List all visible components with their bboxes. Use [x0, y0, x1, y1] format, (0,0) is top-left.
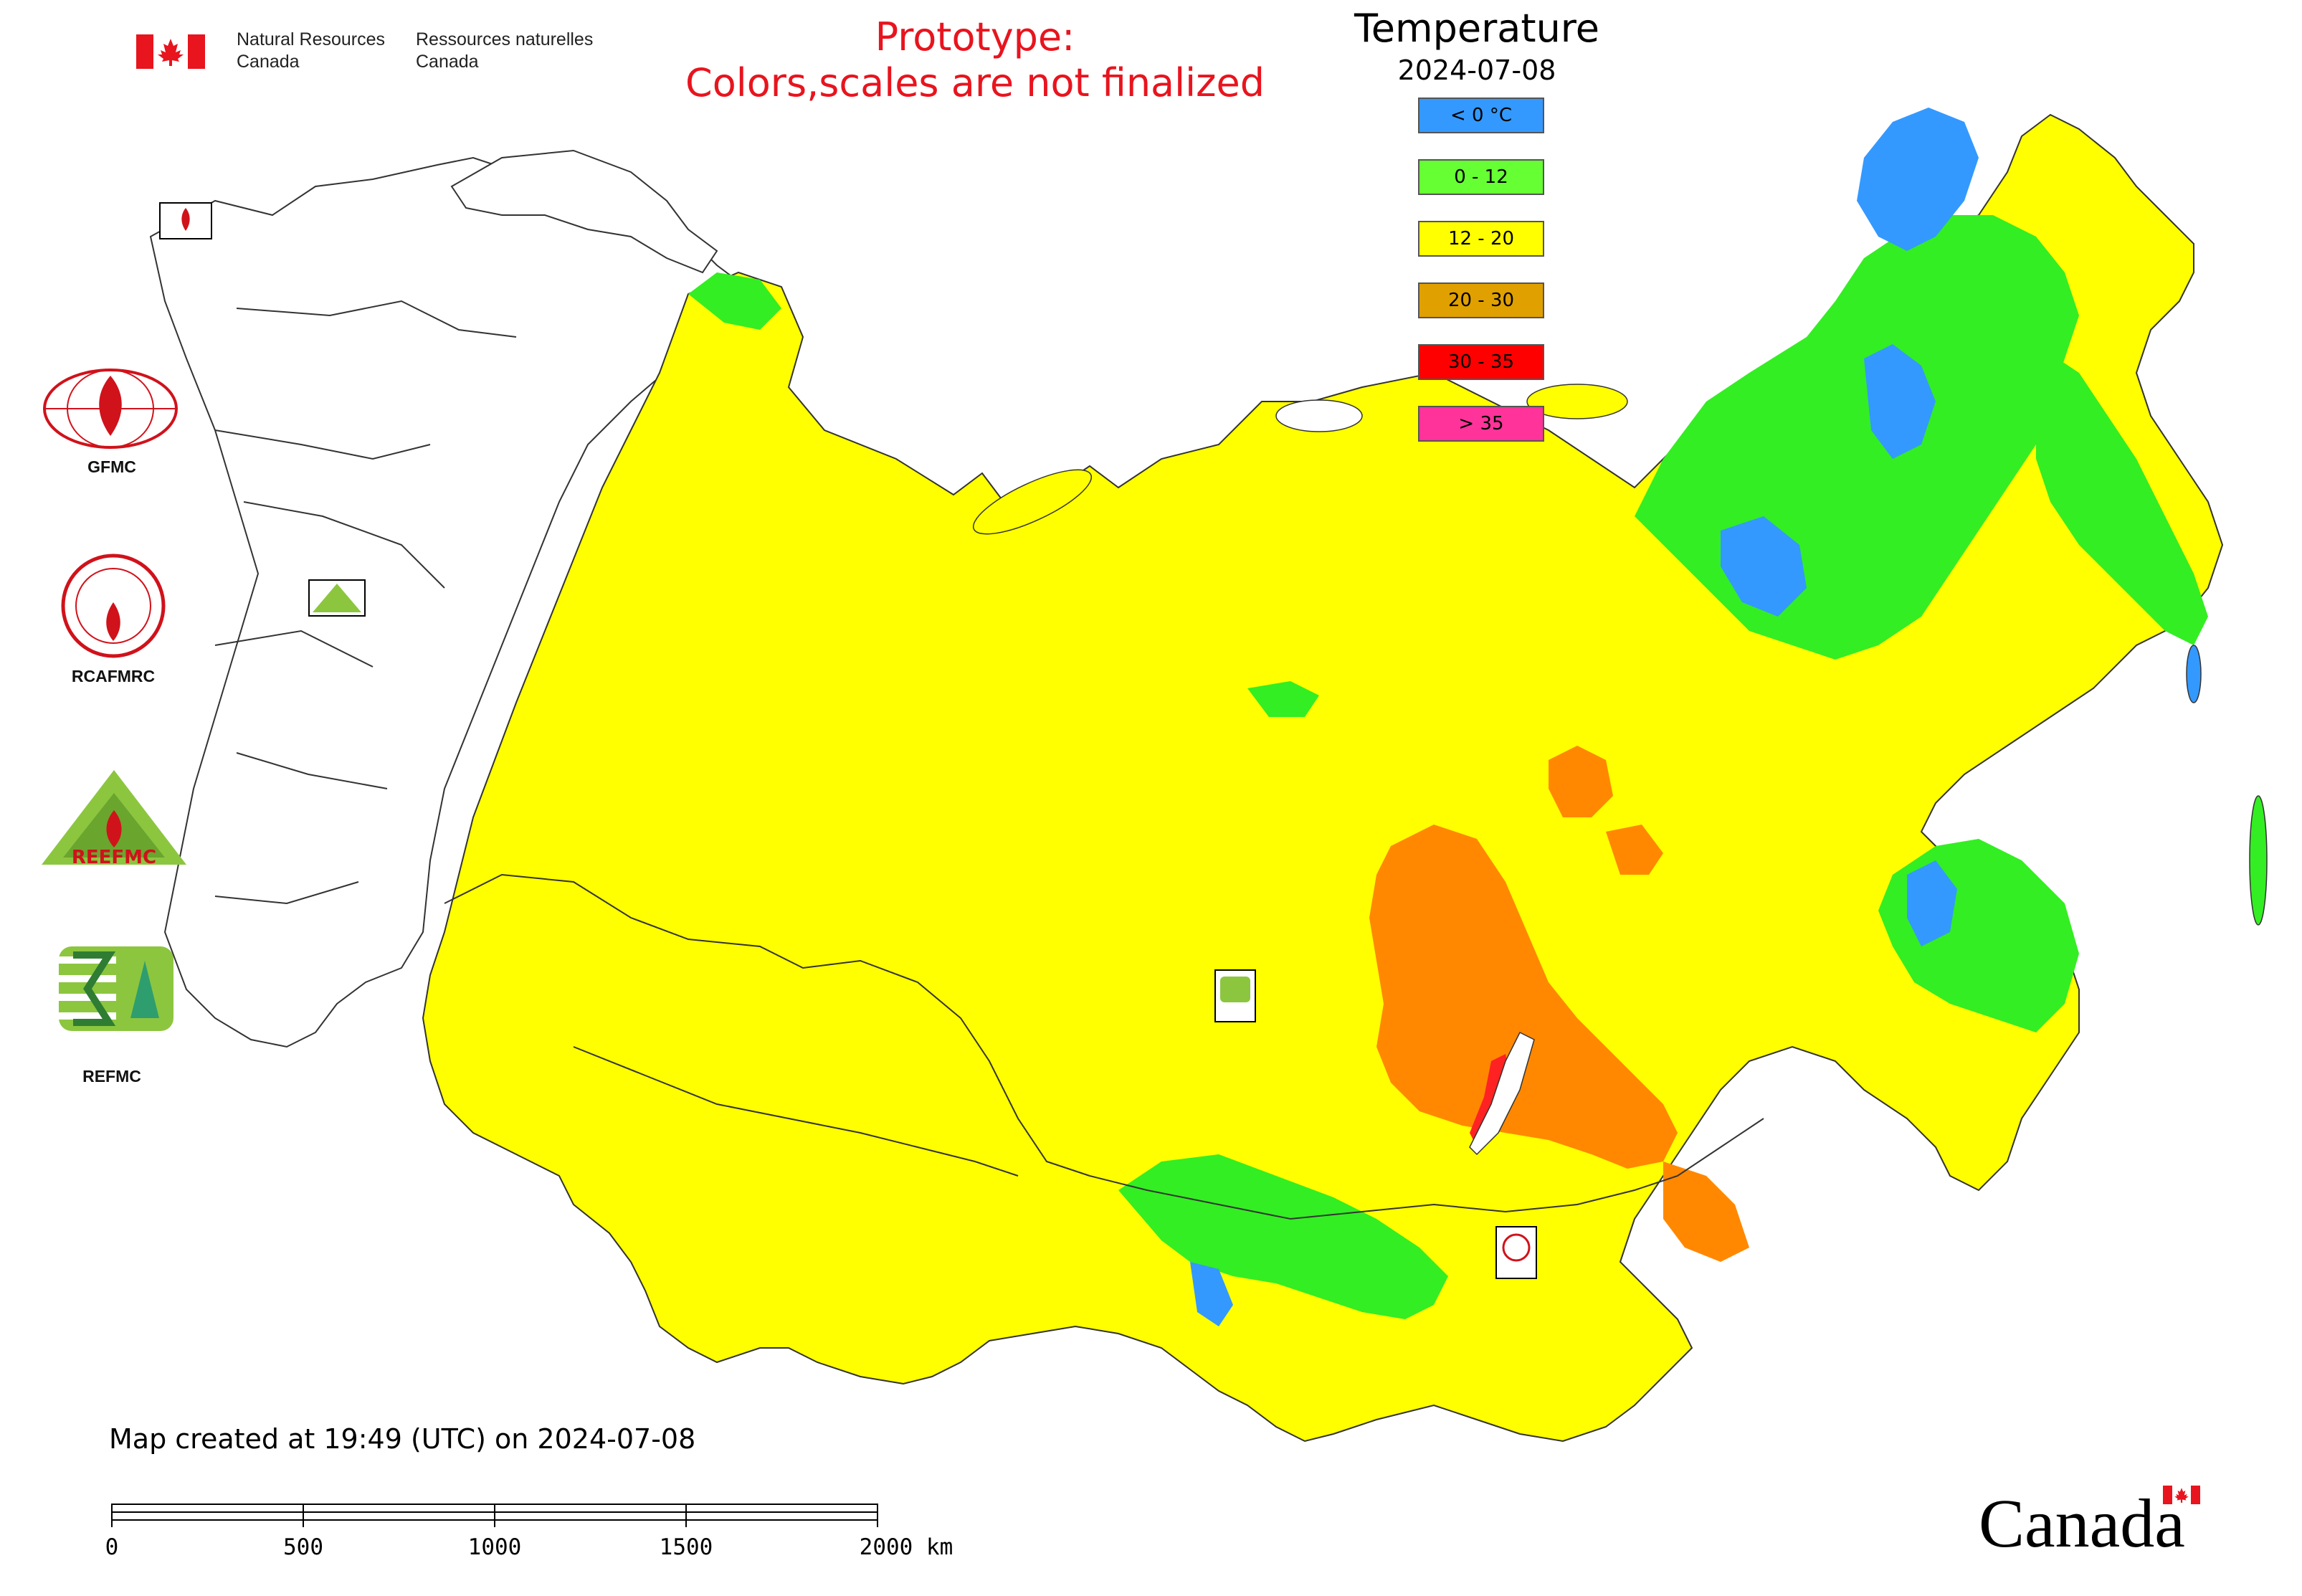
region-cool-taimyr: [1247, 681, 1319, 717]
svg-text:REEFMC: REEFMC: [72, 847, 156, 868]
agency-fr-line2: Canada: [416, 52, 479, 72]
agency-name-fr: Ressources naturelles Canada: [416, 29, 593, 73]
island-sakhalin: [2249, 795, 2268, 926]
rcafmrc-logo-icon: [61, 554, 166, 658]
island-new-siberia: [1526, 384, 1628, 419]
scale-tick-500: 500: [283, 1534, 323, 1560]
scale-tick-2000: 2000 km: [859, 1534, 953, 1560]
scandinavia-outline: [450, 149, 718, 274]
region-cool-north: [688, 272, 781, 330]
refmc-map-marker-icon: [1214, 969, 1256, 1022]
legend-date: 2024-07-08: [1397, 54, 1556, 86]
region-cool-kamchatka: [2036, 344, 2208, 645]
legend-title: Temperature: [1354, 6, 1600, 51]
region-warm-yakutia: [1606, 825, 1663, 875]
legend-swatch-above-35: > 35: [1418, 406, 1544, 442]
island-kurils: [2186, 645, 2202, 703]
refmc-logo-icon: [59, 946, 173, 1031]
legend-swatch-below-0: < 0 °C: [1418, 98, 1544, 133]
europe-borders: [214, 300, 517, 905]
prototype-notice: Prototype: Colors,scales are not finaliz…: [631, 14, 1319, 106]
canada-flag-icon: [136, 34, 205, 69]
canada-wordmark-flag-icon: [2163, 1486, 2200, 1504]
legend-swatch-12-20: 12 - 20: [1418, 221, 1544, 257]
region-warm-baikal: [1369, 825, 1678, 1169]
region-warm-vilyuy: [1549, 746, 1613, 817]
scale-tick-1000: 1000: [467, 1534, 522, 1560]
agency-en-line1: Natural Resources: [237, 29, 386, 49]
rcafmrc-map-marker-icon: [1495, 1226, 1537, 1279]
region-cold-altai: [1190, 1262, 1233, 1326]
prototype-notice-line2: Colors,scales are not finalized: [685, 60, 1265, 105]
gfmc-map-marker-icon: [159, 202, 212, 239]
region-cold-ne-interior: [1721, 516, 1807, 617]
prototype-notice-line1: Prototype:: [875, 14, 1075, 60]
legend-swatch-0-12: 0 - 12: [1418, 159, 1544, 195]
legend-swatch-20-30: 20 - 30: [1418, 282, 1544, 318]
region-cool-altai: [1118, 1154, 1448, 1319]
southern-borders: [444, 873, 1764, 1220]
agency-fr-line1: Ressources naturelles: [416, 29, 594, 49]
legend-swatch-30-35: 30 - 35: [1418, 344, 1544, 380]
canada-wordmark-text: Canada: [1979, 1485, 2185, 1562]
island-severnaya-zemlya: [1275, 399, 1363, 432]
region-warm-chita: [1663, 1162, 1749, 1262]
island-novaya-zemlya: [972, 469, 1093, 535]
rcafmrc-label: RCAFMRC: [71, 667, 156, 685]
scale-tick-1500: 1500: [659, 1534, 713, 1560]
region-cold-kolyma: [1864, 344, 1936, 459]
scale-tick-0: 0: [105, 1534, 119, 1560]
canada-wordmark: Canada: [1979, 1484, 2222, 1563]
agency-en-line2: Canada: [237, 52, 300, 72]
agency-name-en: Natural Resources Canada: [237, 29, 385, 73]
refmc-label: REFMC: [82, 1067, 141, 1086]
map-created-timestamp: Map created at 19:49 (UTC) on 2024-07-08: [109, 1423, 696, 1455]
reefmc-map-marker-icon: [308, 579, 366, 617]
scale-bar: [111, 1504, 878, 1527]
region-cold-chukotka: [1857, 108, 1979, 251]
gfmc-label: GFMC: [87, 457, 136, 476]
lake-baikal: [1469, 1031, 1535, 1156]
nrcan-signature: Natural Resources Canada Ressources natu…: [136, 29, 638, 72]
region-cold-amur: [1907, 860, 1957, 946]
gfmc-logo-icon: [43, 369, 178, 449]
reefmc-logo-icon: REEFMC: [42, 770, 186, 868]
